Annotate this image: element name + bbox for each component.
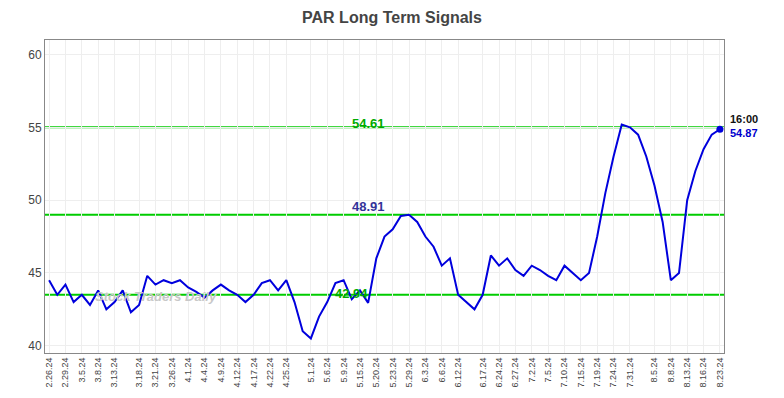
svg-text:8.23.24: 8.23.24 — [715, 358, 725, 388]
svg-text:4.9.24: 4.9.24 — [216, 358, 226, 383]
svg-text:3.18.24: 3.18.24 — [134, 358, 144, 388]
svg-text:Stock Traders Daily: Stock Traders Daily — [95, 289, 217, 304]
svg-text:4.17.24: 4.17.24 — [249, 358, 259, 388]
svg-text:4.25.24: 4.25.24 — [281, 358, 291, 388]
svg-text:42.94: 42.94 — [335, 286, 368, 301]
svg-text:PAR Long Term Signals: PAR Long Term Signals — [302, 9, 482, 26]
svg-text:60: 60 — [28, 48, 42, 62]
svg-text:48.91: 48.91 — [352, 199, 385, 214]
svg-text:5.15.24: 5.15.24 — [355, 358, 365, 388]
svg-text:8.16.24: 8.16.24 — [698, 358, 708, 388]
svg-text:7.10.24: 7.10.24 — [559, 358, 569, 388]
svg-text:3.26.24: 3.26.24 — [167, 358, 177, 388]
svg-text:7.2.24: 7.2.24 — [527, 358, 537, 383]
svg-text:7.31.24: 7.31.24 — [625, 358, 635, 388]
svg-text:4.1.24: 4.1.24 — [183, 358, 193, 383]
svg-text:7.15.24: 7.15.24 — [576, 358, 586, 388]
svg-text:2.26.24: 2.26.24 — [44, 358, 54, 388]
svg-text:45: 45 — [28, 266, 42, 280]
svg-text:6.24.24: 6.24.24 — [494, 358, 504, 388]
svg-text:6.12.24: 6.12.24 — [453, 358, 463, 388]
svg-text:4.22.24: 4.22.24 — [265, 358, 275, 388]
svg-text:16:00: 16:00 — [730, 113, 758, 125]
svg-text:4.4.24: 4.4.24 — [199, 358, 209, 383]
svg-text:5.23.24: 5.23.24 — [388, 358, 398, 388]
svg-text:6.3.24: 6.3.24 — [420, 358, 430, 383]
svg-text:3.8.24: 3.8.24 — [93, 358, 103, 383]
svg-text:5.6.24: 5.6.24 — [322, 358, 332, 383]
svg-text:3.21.24: 3.21.24 — [150, 358, 160, 388]
svg-text:2.29.24: 2.29.24 — [60, 358, 70, 388]
svg-text:7.24.24: 7.24.24 — [608, 358, 618, 388]
svg-text:50: 50 — [28, 193, 42, 207]
svg-text:7.19.24: 7.19.24 — [592, 358, 602, 388]
svg-text:4.12.24: 4.12.24 — [232, 358, 242, 388]
svg-text:5.9.24: 5.9.24 — [339, 358, 349, 383]
svg-text:54.87: 54.87 — [730, 127, 758, 139]
svg-text:55: 55 — [28, 121, 42, 135]
svg-text:8.13.24: 8.13.24 — [682, 358, 692, 388]
svg-text:3.5.24: 3.5.24 — [77, 358, 87, 383]
svg-text:5.29.24: 5.29.24 — [404, 358, 414, 388]
svg-text:6.27.24: 6.27.24 — [510, 358, 520, 388]
svg-text:40: 40 — [28, 339, 42, 353]
svg-text:6.17.24: 6.17.24 — [478, 358, 488, 388]
svg-text:5.1.24: 5.1.24 — [306, 358, 316, 383]
svg-text:8.8.24: 8.8.24 — [666, 358, 676, 383]
svg-text:7.5.24: 7.5.24 — [543, 358, 553, 383]
svg-text:54.61: 54.61 — [352, 116, 385, 131]
svg-text:8.5.24: 8.5.24 — [649, 358, 659, 383]
svg-text:6.6.24: 6.6.24 — [437, 358, 447, 383]
svg-text:3.13.24: 3.13.24 — [109, 358, 119, 388]
svg-text:5.20.24: 5.20.24 — [371, 358, 381, 388]
